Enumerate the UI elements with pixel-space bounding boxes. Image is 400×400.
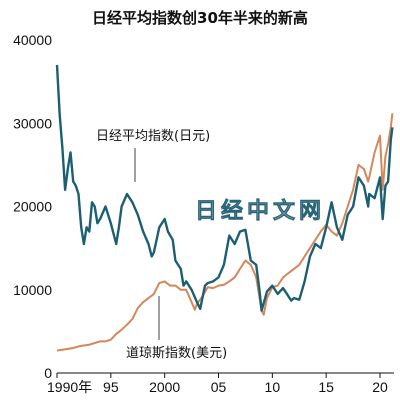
x-tick-label: 15 <box>318 379 334 395</box>
nikkei-annotation: 日经平均指数(日元) <box>96 129 210 144</box>
x-tick-label: 10 <box>265 379 281 395</box>
y-tick-label: 10000 <box>13 282 52 298</box>
y-tick-label: 20000 <box>13 199 52 215</box>
y-tick-label: 30000 <box>13 115 52 131</box>
dow-annotation: 道琼斯指数(美元) <box>126 346 227 361</box>
y-tick-label: 40000 <box>13 32 52 48</box>
x-tick-label: 1990年 <box>47 379 92 395</box>
x-tick-label: 2000 <box>149 379 180 395</box>
x-axis-ticks: 1990年 95 2000 05 10 15 20 <box>47 373 388 395</box>
y-axis-ticks: 0 10000 20000 30000 40000 <box>13 32 52 381</box>
chart-title: 日经平均指数创30年半来的新高 <box>92 9 308 27</box>
x-tick-label: 20 <box>372 379 388 395</box>
nikkei-series-line <box>55 64 394 312</box>
series-layer <box>55 64 394 352</box>
y-tick-label: 0 <box>44 365 52 381</box>
x-tick-label: 05 <box>211 379 227 395</box>
x-tick-label: 95 <box>103 379 119 395</box>
dow-series-line <box>56 113 394 352</box>
watermark-text: 日经中文网 <box>195 198 325 224</box>
